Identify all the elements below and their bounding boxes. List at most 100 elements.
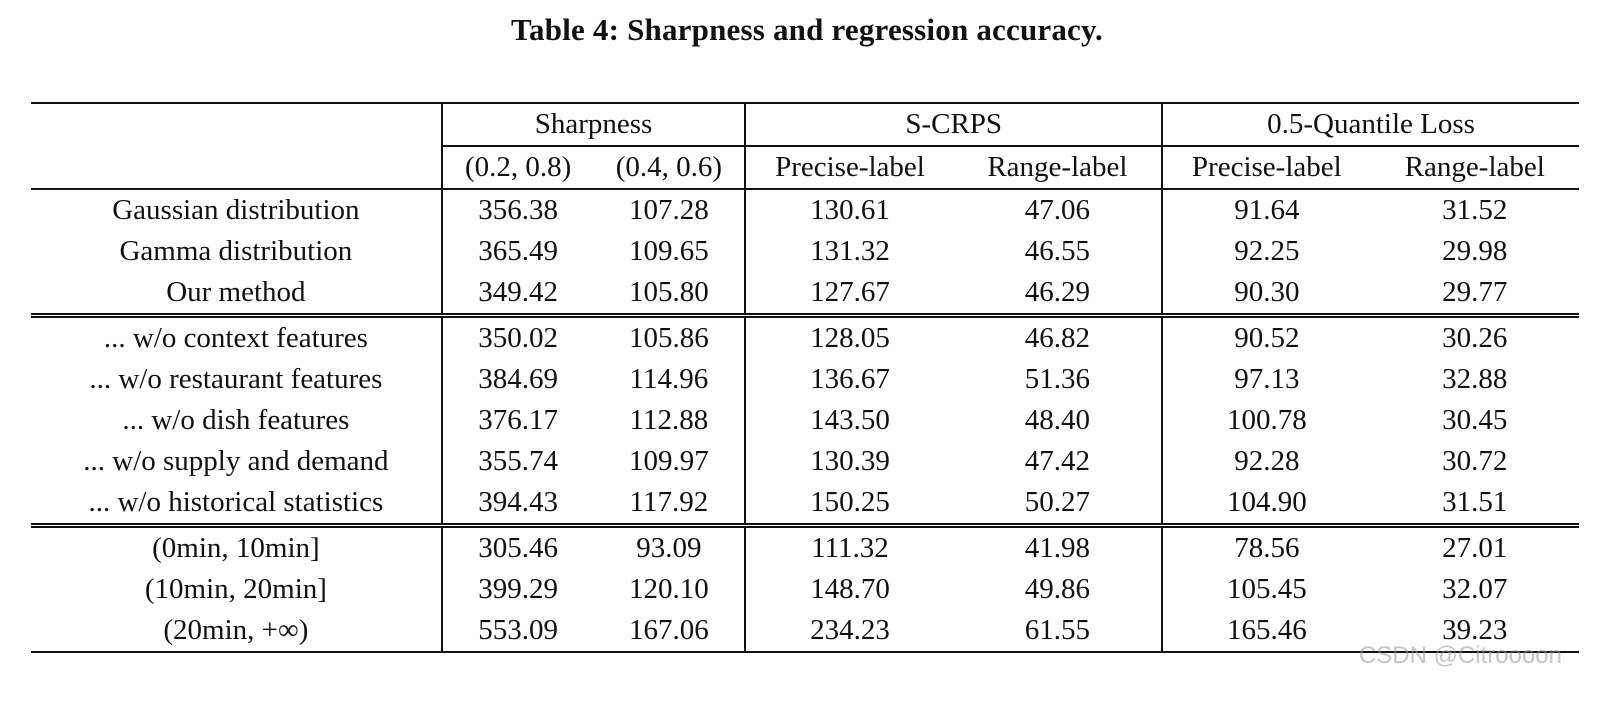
table-cell: 109.97	[629, 445, 709, 477]
header-corner-lower	[31, 146, 442, 190]
table-cell: 105.45	[1161, 569, 1371, 610]
subheader-cell: Range-label	[953, 146, 1163, 190]
table-cell: 31.52	[1442, 194, 1508, 226]
row-label: ... w/o restaurant features	[89, 363, 383, 395]
table-cell: 39.23	[1370, 610, 1579, 653]
header-row-groups: Sharpness S-CRPS 0.5-Quantile Loss	[31, 102, 1579, 147]
table-cell: 29.98	[1442, 235, 1508, 267]
table-cell: 356.38	[440, 189, 594, 231]
table-cell: 130.39	[744, 441, 954, 482]
table-row: ... w/o historical statistics 394.43 117…	[31, 482, 1579, 528]
table-cell: 114.96	[629, 363, 709, 395]
table-cell: 48.40	[1024, 404, 1091, 436]
table-cell: 128.05	[744, 315, 954, 359]
table-cell-best: 29.77	[1370, 272, 1579, 318]
table-cell: 41.98	[1024, 532, 1091, 564]
table-cell: 30.72	[1442, 445, 1508, 477]
table-cell-best: 349.42	[440, 272, 594, 318]
table-row: ... w/o context features 350.02 105.86 1…	[31, 315, 1579, 359]
table-row: Gamma distribution 365.49 109.65 131.32 …	[31, 231, 1579, 272]
table-cell-best: 90.30	[1161, 272, 1371, 318]
row-label: (0min, 10min]	[152, 532, 320, 564]
table-cell: 31.51	[1370, 482, 1579, 528]
header-row-subcolumns: (0.2, 0.8) (0.4, 0.6) Precise-label Rang…	[31, 146, 1579, 190]
row-label: Gamma distribution	[119, 235, 353, 267]
table-row: (20min, +∞) 553.09 167.06 234.23 61.55 1…	[31, 610, 1579, 653]
row-label: ... w/o historical statistics	[31, 482, 442, 528]
table-cell: 30.45	[1442, 404, 1508, 436]
table-row: Gaussian distribution 356.38 107.28 130.…	[31, 189, 1579, 231]
table-cell: 394.43	[440, 482, 594, 528]
subheader-cell: (0.4, 0.6)	[593, 146, 746, 190]
table-cell-best: 46.29	[953, 272, 1163, 318]
table-cell: 46.55	[1024, 235, 1091, 267]
table-cell: 51.36	[1024, 363, 1091, 395]
table-cell: 107.28	[629, 194, 709, 226]
row-label: ... w/o context features	[103, 322, 368, 354]
row-label: Our method	[31, 272, 442, 318]
table-cell: 100.78	[1161, 400, 1371, 441]
row-label: ... w/o dish features	[122, 404, 350, 436]
table-cell: 47.42	[1024, 445, 1091, 477]
header-group-quantile-loss: 0.5-Quantile Loss	[1161, 102, 1579, 147]
row-label: (10min, 20min]	[144, 573, 327, 605]
table-cell: 49.86	[1024, 573, 1091, 605]
subheader-cell: (0.2, 0.8)	[440, 146, 594, 190]
results-table: Sharpness S-CRPS 0.5-Quantile Loss (0.2,…	[31, 102, 1579, 653]
table-cell: 50.27	[953, 482, 1163, 528]
table-cell: 78.56	[1161, 525, 1371, 569]
table-row: (10min, 20min] 399.29 120.10 148.70 49.8…	[31, 569, 1579, 610]
table-cell-best: 127.67	[744, 272, 954, 318]
table-cell: 61.55	[953, 610, 1163, 653]
table-cell: 104.90	[1161, 482, 1371, 528]
table-cell: 120.10	[629, 573, 709, 605]
table-cell: 90.52	[1161, 315, 1371, 359]
table-cell: 117.92	[593, 482, 746, 528]
table-cell-best: 105.80	[593, 272, 746, 318]
table-cell: 97.13	[1161, 359, 1371, 400]
row-label: Gaussian distribution	[112, 194, 360, 226]
table-row: ... w/o supply and demand 355.74 109.97 …	[31, 441, 1579, 482]
table-caption: Table 4: Sharpness and regression accura…	[511, 12, 1103, 47]
table-cell: 234.23	[744, 610, 954, 653]
table-row: ... w/o dish features 376.17 112.88 143.…	[31, 400, 1579, 441]
table-cell: 305.46	[440, 525, 594, 569]
table-cell: 92.28	[1161, 441, 1371, 482]
table-cell: 92.25	[1161, 231, 1371, 272]
table-cell: 112.88	[629, 404, 709, 436]
header-corner	[31, 102, 442, 146]
row-label: (20min, +∞)	[31, 610, 442, 653]
table-cell: 553.09	[440, 610, 594, 653]
subheader-cell: Precise-label	[1161, 146, 1371, 190]
table-cell: 32.07	[1442, 573, 1508, 605]
table-cell: 109.65	[629, 235, 709, 267]
table-cell: 136.67	[744, 359, 954, 400]
table-cell: 91.64	[1161, 189, 1371, 231]
table-cell: 165.46	[1161, 610, 1371, 653]
table-cell: 143.50	[744, 400, 954, 441]
table-cell: 93.09	[636, 532, 702, 564]
subheader-cell: Precise-label	[744, 146, 954, 190]
table-row: (0min, 10min] 305.46 93.09 111.32 41.98 …	[31, 525, 1579, 569]
table-cell: 46.82	[1024, 322, 1091, 354]
table-cell: 167.06	[593, 610, 746, 653]
table-cell: 130.61	[744, 189, 954, 231]
table-cell: 355.74	[440, 441, 594, 482]
table-row: ... w/o restaurant features 384.69 114.9…	[31, 359, 1579, 400]
table-cell: 399.29	[440, 569, 594, 610]
table-cell: 376.17	[440, 400, 594, 441]
table-cell: 384.69	[440, 359, 594, 400]
watermark: CSDN @Citroooon	[1358, 642, 1562, 669]
table-row-our-method: Our method 349.42 105.80 127.67 46.29 90…	[31, 272, 1579, 318]
table-cell: 105.86	[629, 322, 709, 354]
header-group-s-crps: S-CRPS	[744, 102, 1163, 147]
table-cell: 47.06	[1024, 194, 1091, 226]
table-cell: 30.26	[1442, 322, 1508, 354]
table-cell: 150.25	[744, 482, 954, 528]
row-label: ... w/o supply and demand	[83, 445, 389, 477]
table-cell: 148.70	[744, 569, 954, 610]
subheader-cell: Range-label	[1370, 146, 1579, 190]
header-group-sharpness: Sharpness	[440, 102, 746, 147]
table-cell: 27.01	[1442, 532, 1508, 564]
table-cell: 32.88	[1442, 363, 1508, 395]
